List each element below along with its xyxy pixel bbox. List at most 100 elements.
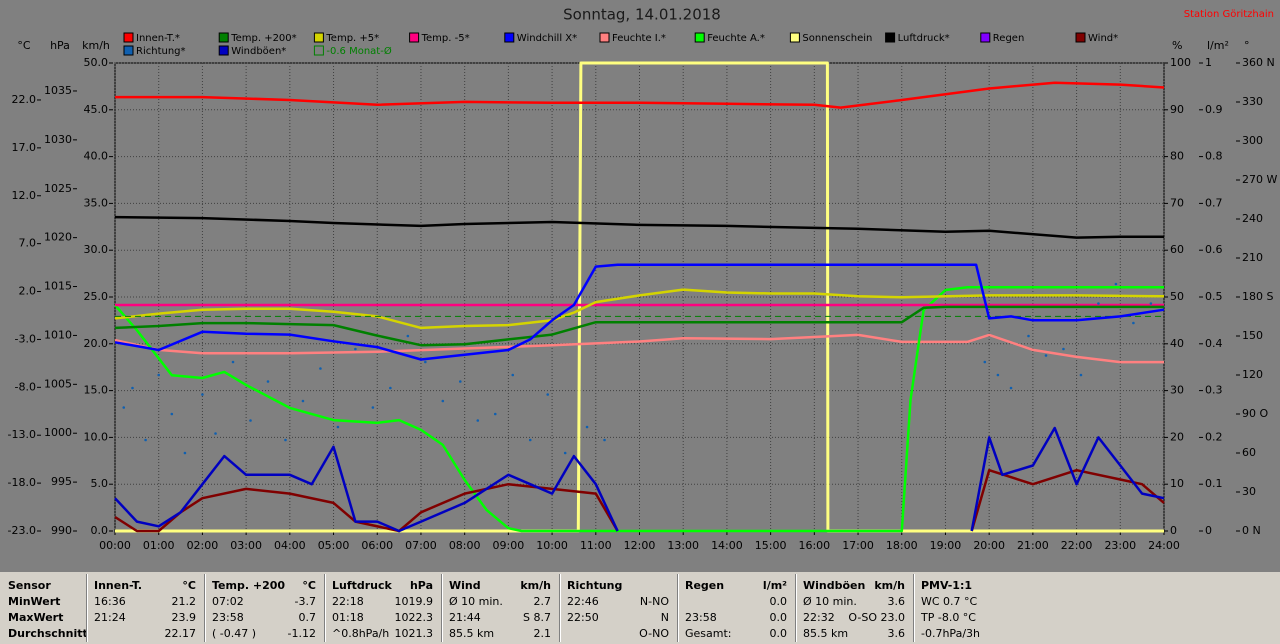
cell-right: -3.7	[294, 595, 316, 608]
axis-unit: %	[1172, 39, 1182, 52]
direction-dot	[458, 380, 462, 383]
group-unit: l/m²	[762, 579, 787, 592]
cell-right: S 8.7	[523, 611, 551, 624]
y-tick-label: 17.0	[12, 141, 37, 154]
cell-left: 16:36	[94, 595, 126, 608]
group-name: Temp. +200	[212, 579, 286, 592]
y-tick-label: 1	[1205, 56, 1212, 69]
x-tick-label: 16:00	[798, 539, 830, 552]
column-separator	[204, 574, 206, 642]
legend-label: Innen-T.*	[136, 33, 180, 44]
direction-dot	[131, 386, 134, 390]
x-tick-label: 20:00	[973, 539, 1005, 552]
y-tick-label: 0	[1205, 524, 1212, 537]
axis-unit: km/h	[82, 39, 110, 52]
direction-dot	[511, 373, 515, 377]
series-line	[114, 285, 1164, 533]
cell-right: 1021.3	[394, 627, 434, 640]
y-tick-label: 120	[1242, 368, 1263, 381]
legend-swatch	[1075, 32, 1086, 43]
cell-right: 3.6	[887, 627, 906, 640]
legend-label: Feuchte A.*	[707, 33, 765, 44]
series-line	[114, 288, 1165, 330]
direction-dot	[983, 360, 987, 364]
direction-dot	[371, 406, 375, 409]
y-tick-label: 20	[1170, 430, 1184, 443]
direction-dot	[389, 386, 392, 390]
series-line	[114, 482, 619, 533]
group-unit: km/h	[520, 579, 551, 592]
direction-dot	[266, 380, 270, 383]
legend-item: Temp. +200*	[218, 32, 297, 44]
station-name: Station Göritzhain	[1184, 9, 1274, 20]
cell-left: -0.7hPa/3h	[921, 627, 980, 640]
direction-dot	[201, 393, 204, 396]
cell-right: N	[660, 611, 669, 624]
cell-left: 22:46	[567, 595, 599, 608]
y-tick-label: 0.8	[1205, 150, 1223, 163]
cell-right: 21.2	[171, 595, 197, 608]
column-separator	[324, 574, 326, 642]
legend-item: Sonnenschein	[789, 32, 872, 44]
y-tick-label: 40	[1170, 337, 1184, 350]
cell-left: Ø 10 min.	[449, 595, 503, 608]
legend-label: Temp. +5*	[325, 33, 379, 44]
direction-dot	[183, 451, 187, 455]
column-separator	[913, 574, 915, 642]
direction-dot	[1062, 347, 1065, 351]
cell-right: 2.7	[533, 595, 552, 608]
direction-dot	[1009, 386, 1013, 390]
stats-table: Sensor MinWert MaxWert Durchschnitt Innen-T.…	[0, 572, 1280, 644]
group-name: Regen	[685, 579, 725, 592]
legend-item: Wind*	[1075, 32, 1118, 44]
group-name: Luftdruck	[332, 579, 392, 592]
y-tick-label: -13.0	[8, 428, 36, 441]
cell-right: 23.9	[171, 611, 197, 624]
direction-dot	[1097, 302, 1100, 305]
y-tick-label: -23.0	[8, 524, 36, 537]
series-line	[970, 468, 1165, 532]
x-tick-label: 02:00	[187, 539, 219, 552]
x-tick-label: 14:00	[711, 539, 743, 552]
legend-swatch	[885, 32, 896, 43]
y-tick-label: 210	[1242, 251, 1263, 264]
x-tick-label: 21:00	[1017, 539, 1049, 552]
legend-item: Innen-T.*	[123, 32, 180, 44]
legend-label: -0.6 Monat-Ø	[326, 45, 391, 57]
direction-dot	[476, 419, 480, 422]
legend-swatch	[694, 32, 705, 43]
direction-dot	[493, 412, 497, 416]
y-tick-label: 1025	[44, 182, 72, 195]
y-tick-label: 1005	[44, 377, 72, 390]
y-tick-label: 1015	[44, 280, 72, 293]
legend-label: Windböen*	[231, 46, 286, 57]
cell-left: TP -8.0 °C	[921, 611, 976, 624]
column-separator	[677, 574, 679, 642]
y-tick-label: 25.0	[84, 290, 109, 303]
cell-left: WC 0.7 °C	[921, 595, 978, 608]
cell-left: 85.5 km	[803, 627, 849, 640]
series-line	[114, 445, 619, 533]
cell-right: 0.7	[298, 611, 317, 624]
axis-unit: °	[1244, 39, 1250, 52]
y-tick-label: 0.3	[1205, 384, 1223, 397]
legend-item: Feuchte I.*	[599, 32, 666, 44]
cell-left: 22:18	[332, 595, 364, 608]
y-tick-label: 5.0	[91, 477, 109, 490]
cell-right: 22.17	[164, 627, 197, 640]
cell-left: Ø 10 min.	[803, 595, 857, 608]
group-name: PMV-1:1	[921, 579, 972, 592]
direction-dot	[1114, 282, 1118, 286]
row-label: MaxWert	[8, 611, 64, 624]
legend-label: Luftdruck*	[898, 33, 950, 44]
y-tick-label: 15.0	[84, 384, 109, 397]
direction-dot	[1027, 334, 1030, 338]
direction-dot	[528, 438, 532, 442]
y-tick-label: 995	[51, 475, 72, 488]
series-line	[114, 305, 1164, 347]
y-tick-label: 70	[1170, 196, 1184, 209]
x-tick-label: 08:00	[449, 539, 481, 552]
x-tick-label: 00:00	[99, 539, 131, 552]
group-name: Richtung	[567, 579, 623, 592]
column-separator	[86, 574, 88, 642]
